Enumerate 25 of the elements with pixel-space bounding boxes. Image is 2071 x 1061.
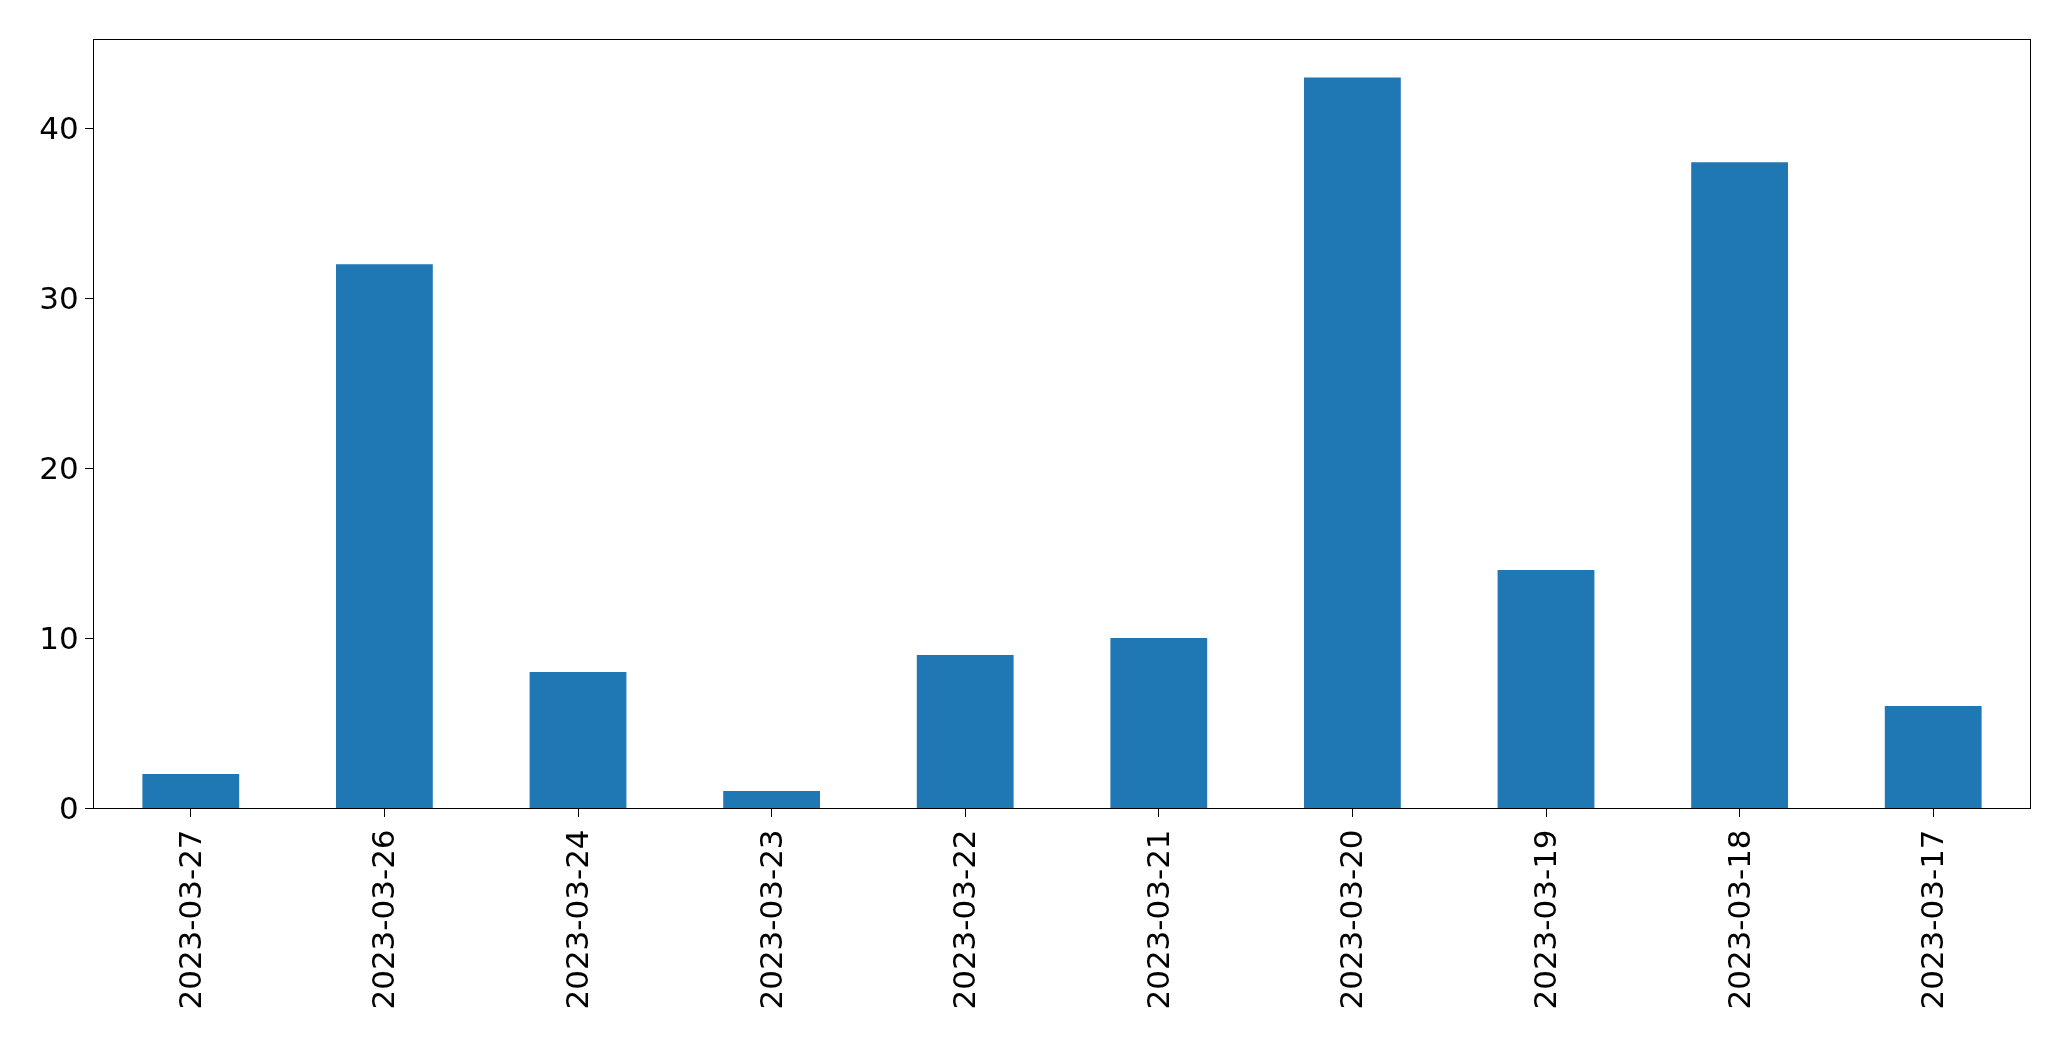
x-tick-label: 2023-03-23 (752, 829, 789, 1010)
y-tick-label: 30 (39, 280, 79, 317)
x-tick-label: 2023-03-17 (1914, 829, 1951, 1010)
x-tick-label: 2023-03-26 (365, 829, 402, 1010)
bar (142, 774, 240, 808)
bar (336, 264, 433, 808)
x-tick-label: 2023-03-27 (171, 829, 208, 1010)
bar (723, 791, 820, 808)
bar (1110, 638, 1208, 808)
y-tick-label: 40 (39, 110, 79, 147)
bar (1691, 162, 1788, 808)
y-tick-label: 20 (39, 450, 79, 487)
bar (1497, 570, 1595, 808)
x-tick-label: 2023-03-24 (559, 829, 596, 1010)
bar (1884, 706, 1982, 808)
bar (916, 655, 1014, 808)
x-tick-label: 2023-03-21 (1139, 829, 1176, 1010)
bar (1304, 77, 1401, 808)
x-tick-label: 2023-03-20 (1333, 829, 1370, 1010)
x-tick-label: 2023-03-18 (1720, 829, 1757, 1010)
x-tick-label: 2023-03-19 (1527, 829, 1564, 1010)
x-tick-label: 2023-03-22 (946, 829, 983, 1010)
y-tick-label: 0 (59, 789, 79, 826)
y-tick-label: 10 (39, 619, 79, 656)
bar (529, 672, 627, 808)
